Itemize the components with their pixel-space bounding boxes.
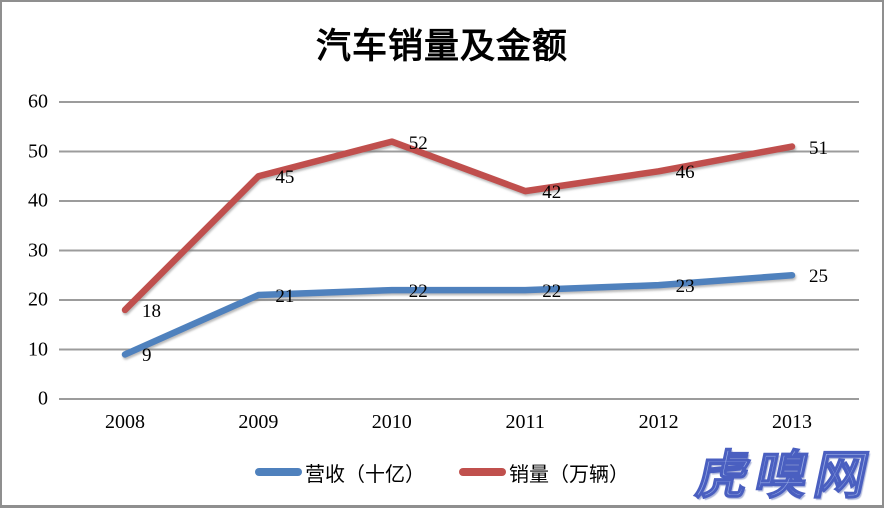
x-axis-label: 2010: [371, 411, 412, 433]
y-axis-tick: 0: [38, 387, 48, 410]
y-axis-tick: 20: [28, 288, 48, 311]
watermark: 虎嗅网: [690, 447, 881, 505]
legend-label: 销量（万辆）: [509, 463, 629, 486]
data-label: 52: [408, 132, 428, 154]
y-axis-tick: 40: [28, 189, 48, 212]
data-label: 45: [275, 167, 295, 189]
legend-swatch: [255, 468, 302, 476]
x-axis-label: 2012: [638, 411, 679, 433]
y-axis-tick: 10: [28, 338, 48, 361]
data-label: 22: [408, 281, 428, 303]
legend-item-1: 销量（万辆）: [459, 458, 629, 487]
series-line-1: [121, 138, 796, 314]
data-label: 46: [675, 162, 695, 184]
legend-label: 营收（十亿）: [305, 463, 425, 486]
data-label: 22: [542, 281, 562, 303]
data-label: 25: [809, 266, 828, 288]
data-label: 51: [809, 137, 828, 159]
data-label: 21: [275, 286, 295, 308]
data-label: 9: [142, 345, 152, 367]
y-axis-tick: 50: [28, 140, 48, 163]
data-label: 42: [542, 182, 562, 204]
data-label: 23: [675, 276, 695, 298]
x-axis-label: 2008: [105, 411, 145, 433]
data-label: 18: [142, 301, 161, 323]
series-line-0: [121, 272, 796, 358]
y-axis-tick: 60: [28, 90, 48, 113]
x-axis-label: 2011: [505, 411, 545, 433]
x-axis-label: 2009: [238, 411, 279, 433]
legend: 营收（十亿） 销量（万辆）: [2, 454, 882, 490]
legend-swatch: [459, 468, 506, 476]
x-axis-label: 2013: [772, 411, 812, 433]
y-axis-tick: 30: [28, 239, 48, 262]
chart-title: 汽车销量及金额: [315, 27, 568, 66]
legend-item-0: 营收（十亿）: [255, 458, 425, 487]
